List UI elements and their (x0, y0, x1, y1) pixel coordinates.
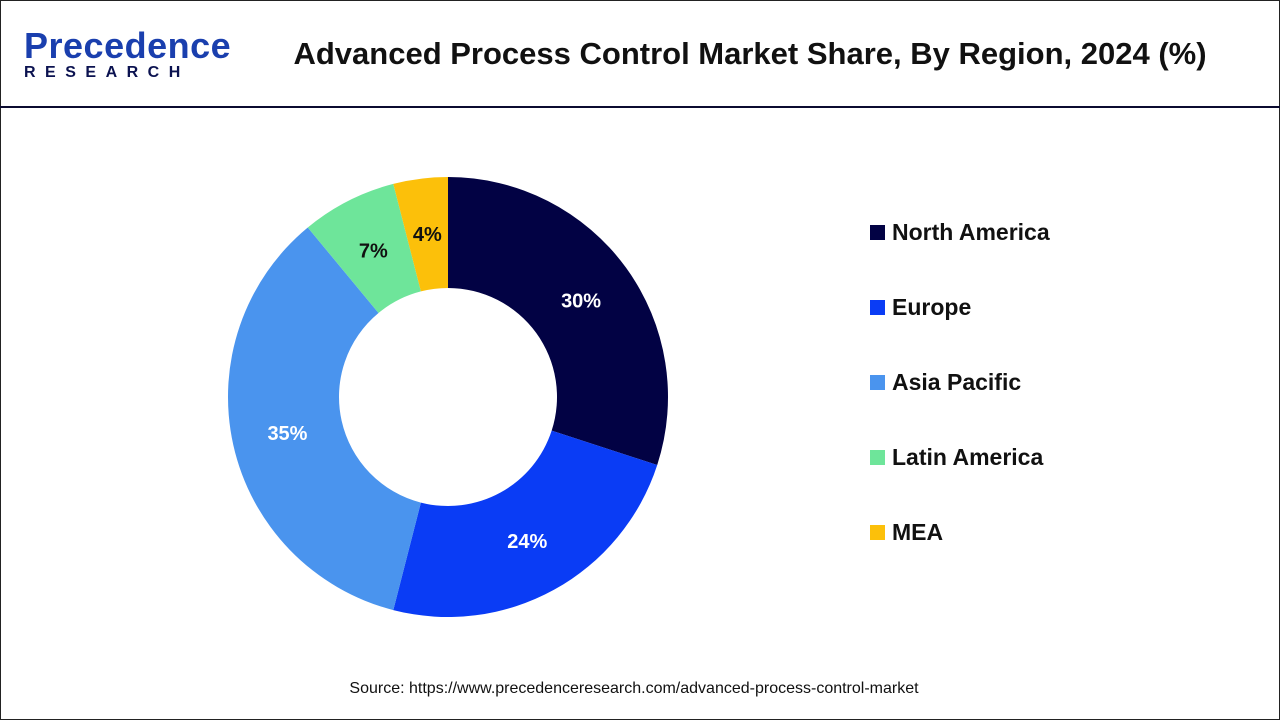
source-note: Source: https://www.precedenceresearch.c… (349, 680, 919, 697)
logo: Precedence RESEARCH (24, 28, 231, 82)
slice-latin-america (307, 183, 421, 314)
data-label: 4% (413, 224, 442, 246)
header: Precedence RESEARCH Advanced Process Con… (0, 0, 1280, 108)
slice-europe (393, 430, 658, 618)
data-label: 7% (359, 240, 388, 262)
legend-item: North America (870, 208, 1050, 256)
legend-swatch (870, 224, 885, 240)
legend-swatch (870, 524, 885, 540)
data-label: 35% (267, 423, 307, 445)
logo-wordmark: Precedence (24, 25, 232, 66)
legend-item: Asia Pacific (870, 358, 1021, 406)
legend-item: Europe (870, 283, 971, 331)
slice-mea (393, 177, 448, 292)
legend-label: Europe (892, 293, 972, 320)
legend-swatch (870, 374, 885, 390)
legend-label: MEA (892, 518, 944, 545)
slice-north-america (448, 177, 668, 465)
legend-item: Latin America (870, 433, 1043, 481)
legend-swatch (870, 299, 885, 315)
slice-asia-pacific (227, 227, 421, 611)
data-label: 24% (507, 531, 547, 553)
logo-subtitle: RESEARCH (24, 64, 190, 81)
legend-item: MEA (870, 508, 943, 556)
legend-label: Latin America (892, 443, 1044, 470)
legend-label: Asia Pacific (892, 368, 1022, 395)
data-label: 30% (561, 290, 601, 312)
chart-title: Advanced Process Control Market Share, B… (293, 36, 1207, 71)
legend-swatch (870, 449, 885, 465)
legend-label: North America (892, 218, 1050, 245)
